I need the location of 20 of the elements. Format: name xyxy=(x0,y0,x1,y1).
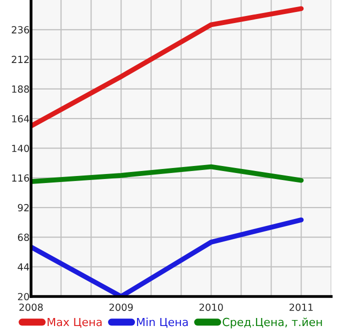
x-tick-label: 2010 xyxy=(200,304,223,311)
x-tick-label: 2009 xyxy=(109,304,133,311)
line-series xyxy=(31,6,304,128)
y-tick-label: 68 xyxy=(18,234,29,242)
y-tick-label: 188 xyxy=(12,85,29,93)
y-tick-label: 44 xyxy=(18,263,30,271)
y-tick-label: 140 xyxy=(12,144,30,152)
legend-label: Сред.Цена, т.йен xyxy=(222,318,322,328)
legend-label: Min Цена xyxy=(137,318,188,328)
line-series xyxy=(31,164,304,184)
x-tick-label: 2011 xyxy=(290,304,313,311)
x-tick-label: 2008 xyxy=(19,304,43,311)
legend-label: Max Цена xyxy=(48,318,102,328)
line-series xyxy=(31,217,304,296)
y-tick-label: 116 xyxy=(12,174,30,182)
y-tick-label: 236 xyxy=(12,26,30,34)
y-tick-label: 20 xyxy=(18,292,30,300)
y-tick-label: 92 xyxy=(18,204,29,212)
y-tick-label: 212 xyxy=(12,56,29,63)
y-tick-label: 164 xyxy=(12,115,30,122)
